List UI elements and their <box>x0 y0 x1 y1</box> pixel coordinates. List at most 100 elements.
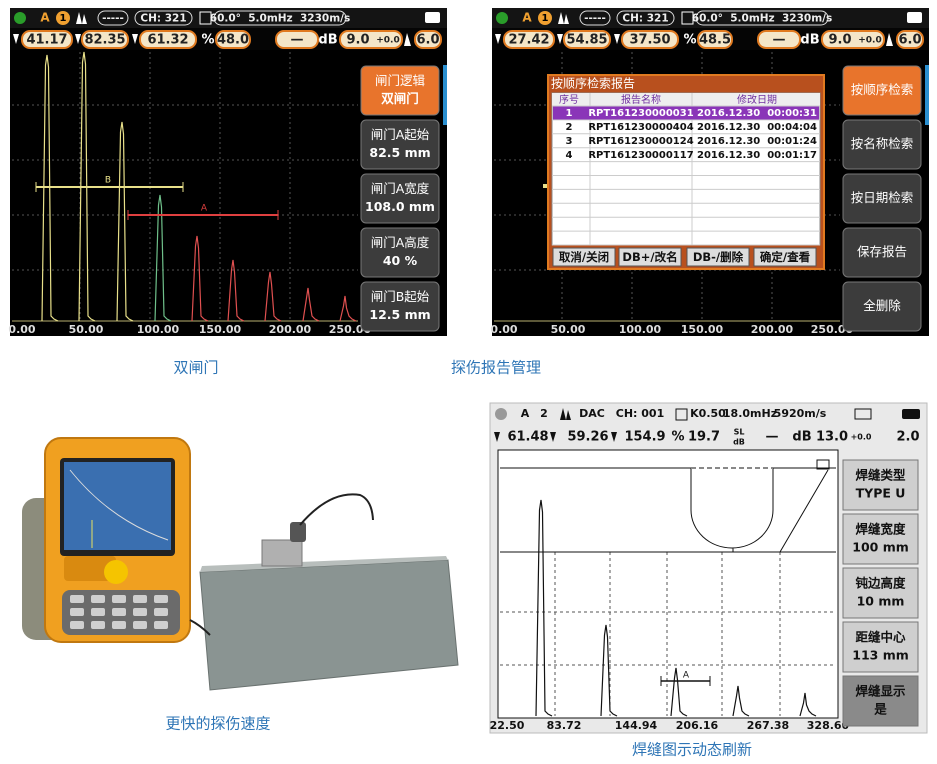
label: ----- <box>102 13 124 25</box>
label: +0.0 <box>376 36 399 46</box>
scrollbar <box>925 65 929 125</box>
menu-text: 是 <box>873 702 887 717</box>
table-cell: 2016.12.30 00:00:31 <box>697 108 817 119</box>
menu-text: 双闸门 <box>380 91 419 106</box>
key <box>154 621 168 629</box>
key <box>91 595 105 603</box>
reading: 2.0 <box>896 430 919 445</box>
key <box>112 608 126 616</box>
label: 9.0 <box>828 33 851 48</box>
menu-text: 焊缝类型 <box>855 468 906 483</box>
label: 37.50 <box>629 33 670 48</box>
menu-text: 闸门B起始 <box>371 289 430 304</box>
axis-label: 50.00 <box>551 323 586 336</box>
label: ----- <box>584 13 606 25</box>
caption: 焊缝图示动态刷新 <box>632 741 752 759</box>
axis-label: 267.38 <box>747 719 789 732</box>
reading: 13.0 <box>816 430 848 445</box>
device-knob <box>104 560 128 584</box>
axis-label: 144.94 <box>615 719 658 732</box>
menu-text: 113 mm <box>852 648 909 663</box>
menu-text: 焊缝显示 <box>855 684 906 699</box>
dialog-button-text: 确定/查看 <box>760 250 811 264</box>
menu-text: 12.5 mm <box>369 307 430 322</box>
label: 60.0° 5.0mHz 3230m/s <box>692 13 832 25</box>
dialog-button-text: DB+/改名 <box>622 250 677 264</box>
status-text: 2 <box>540 407 548 420</box>
key <box>154 608 168 616</box>
axis-label: 200.00 <box>269 323 312 336</box>
table-cell: 2 <box>566 122 573 133</box>
label: 6.0 <box>416 33 439 48</box>
battery <box>902 409 920 419</box>
gate-label: A <box>683 671 690 681</box>
label: 54.85 <box>566 33 607 48</box>
label: % <box>683 33 696 48</box>
label: 9.0 <box>346 33 369 48</box>
menu-text: 按名称检索 <box>851 136 914 151</box>
key <box>70 595 84 603</box>
key <box>133 621 147 629</box>
axis-label: 0.00 <box>8 323 35 336</box>
table-cell: RPT161230000404 <box>588 122 693 133</box>
table-cell: 2016.12.30 00:04:04 <box>697 122 817 133</box>
table-cell: RPT161230000031 <box>588 108 693 119</box>
battery <box>907 12 922 23</box>
table-cell: RPT161230000124 <box>588 136 693 147</box>
axis-label: 100.00 <box>619 323 662 336</box>
menu-text: 距缝中心 <box>855 630 906 645</box>
menu-text: 闸门A宽度 <box>371 181 430 196</box>
reading: 61.48 <box>507 430 548 445</box>
menu-text: 焊缝宽度 <box>855 522 906 537</box>
menu-text: 闸门A起始 <box>371 127 430 142</box>
axis-label: 206.16 <box>676 719 719 732</box>
axis-label: 50.00 <box>69 323 104 336</box>
key <box>133 608 147 616</box>
menu-text: 100 mm <box>852 540 909 555</box>
key <box>154 595 168 603</box>
label: 82.35 <box>84 33 125 48</box>
menu-text: 10 mm <box>857 594 905 609</box>
key <box>91 608 105 616</box>
label: 27.42 <box>508 33 549 48</box>
label: CH: 321 <box>622 13 668 25</box>
probe <box>262 540 302 566</box>
reading: % <box>671 430 684 445</box>
table-header-cell: 报告名称 <box>621 93 661 106</box>
menu-text: 82.5 mm <box>369 145 430 160</box>
table-cell: 3 <box>566 136 573 147</box>
label: — <box>773 33 786 48</box>
label: 41.17 <box>26 33 67 48</box>
axis-label: 150.00 <box>199 323 242 336</box>
caption: 更快的探伤速度 <box>165 715 270 733</box>
label: A <box>40 11 50 25</box>
menu-text: 保存报告 <box>857 244 907 259</box>
menu-text: 钝边高度 <box>854 576 906 591</box>
reading: 59.26 <box>567 430 608 445</box>
status-text: A <box>521 407 530 420</box>
table-cell: 2016.12.30 00:01:17 <box>697 150 817 161</box>
reading: — <box>766 430 779 445</box>
dialog-button-text: 取消/关闭 <box>559 250 609 264</box>
axis-label: 200.00 <box>751 323 794 336</box>
table-header-cell: 序号 <box>559 93 579 106</box>
key <box>133 595 147 603</box>
label: dB <box>800 33 819 48</box>
axis-label: 0.00 <box>490 323 517 336</box>
label: 1 <box>542 13 549 24</box>
status-text: 18.0mHz <box>723 407 777 420</box>
probe-connector <box>290 522 306 542</box>
caption: 双闸门 <box>173 359 218 377</box>
axis-label: 100.00 <box>137 323 180 336</box>
table-cell: 2016.12.30 00:01:24 <box>697 136 817 147</box>
label: dB <box>318 33 337 48</box>
menu-text: 按日期检索 <box>851 190 914 205</box>
key <box>70 621 84 629</box>
axis-label: 150.00 <box>681 323 724 336</box>
gate-label: B <box>105 176 111 186</box>
label: 60.0° 5.0mHz 3230m/s <box>210 13 350 25</box>
label: +0.0 <box>858 36 881 46</box>
menu-text: 按顺序检索 <box>851 82 914 97</box>
status-text: 5920m/s <box>774 407 827 420</box>
menu-text: 40 % <box>383 253 418 268</box>
